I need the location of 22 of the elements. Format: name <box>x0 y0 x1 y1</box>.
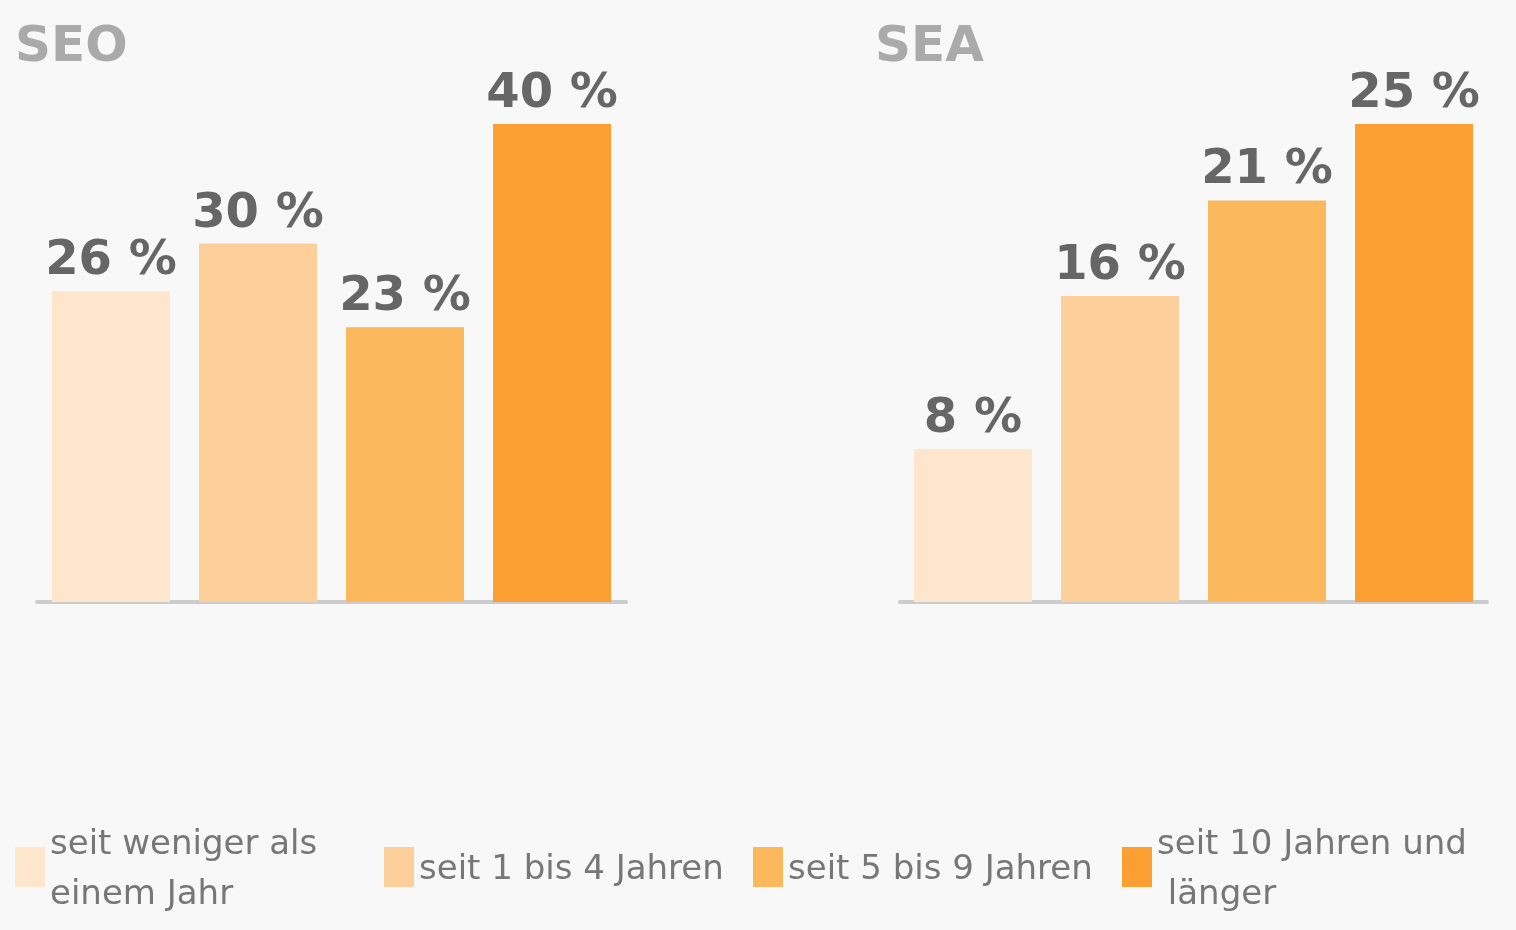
bar <box>198 243 317 602</box>
data-label: 16 % <box>1054 234 1186 291</box>
legend-label: seit 10 Jahren und länger <box>1157 822 1467 912</box>
bar <box>51 291 170 602</box>
chart-title: SEO <box>15 15 128 73</box>
data-label: 25 % <box>1348 62 1480 118</box>
data-label: 21 % <box>1201 138 1333 195</box>
data-label: 40 % <box>486 62 618 118</box>
bar <box>1355 124 1474 602</box>
data-label: 23 % <box>339 265 471 322</box>
bar <box>493 124 612 602</box>
bar <box>346 327 465 602</box>
data-label: 30 % <box>192 181 324 238</box>
bar <box>913 449 1032 602</box>
chart-title: SEA <box>875 15 985 73</box>
data-label: 8 % <box>923 387 1023 444</box>
data-label: 26 % <box>45 229 177 286</box>
bar <box>1060 296 1179 602</box>
legend-label: seit 5 bis 9 Jahren <box>788 847 1093 887</box>
legend-label: seit weniger als einem Jahr <box>50 822 329 912</box>
legend-label: seit 1 bis 4 Jahren <box>419 847 724 887</box>
bar <box>1208 200 1327 602</box>
